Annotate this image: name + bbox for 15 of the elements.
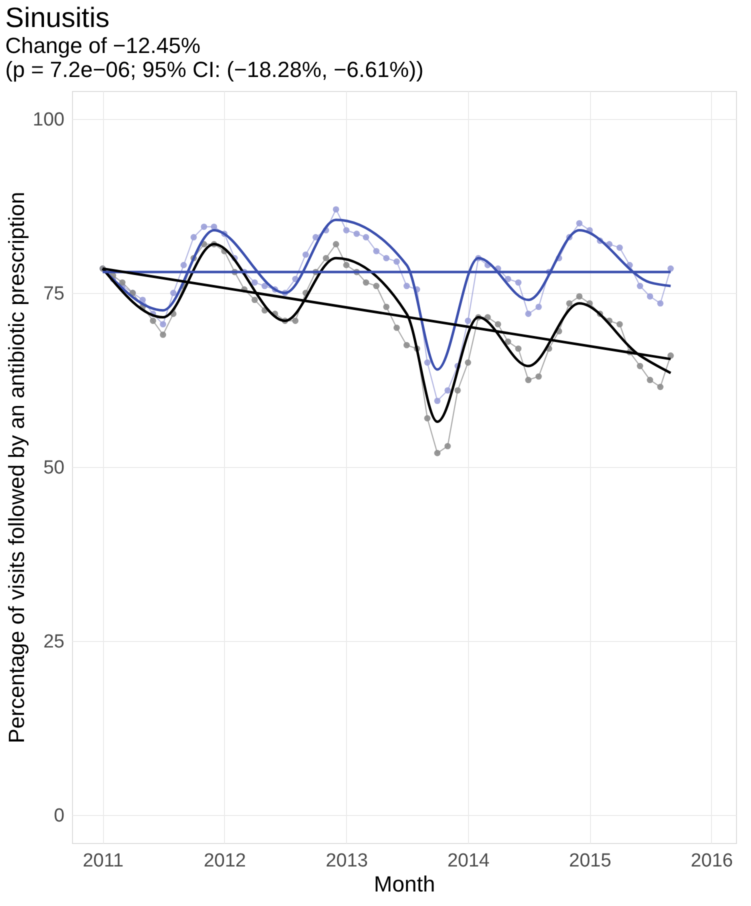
x-tick-label: 2014 [447,850,490,872]
x-tick-label: 2016 [690,850,733,872]
x-tick-label: 2011 [82,850,124,872]
chart-title: Sinusitis [5,2,110,33]
x-tick-label: 2013 [326,850,368,872]
x-tick-label: 2015 [569,850,612,872]
y-tick-label: 50 [43,458,64,478]
chart-subtitle: Change of −12.45% (p = 7.2e−06; 95% CI: (−18.28%, −6.61%)) [5,33,424,82]
x-axis-title: Month [374,872,436,896]
y-tick-label: 0 [54,806,64,827]
x-tick-label: 2012 [204,850,246,872]
y-tick-label: 25 [43,632,64,653]
y-tick-label: 75 [43,283,64,304]
y-tick-label: 100 [32,109,64,130]
y-axis-title: Percentage of visits followed by an antibiotic prescription [4,192,29,744]
